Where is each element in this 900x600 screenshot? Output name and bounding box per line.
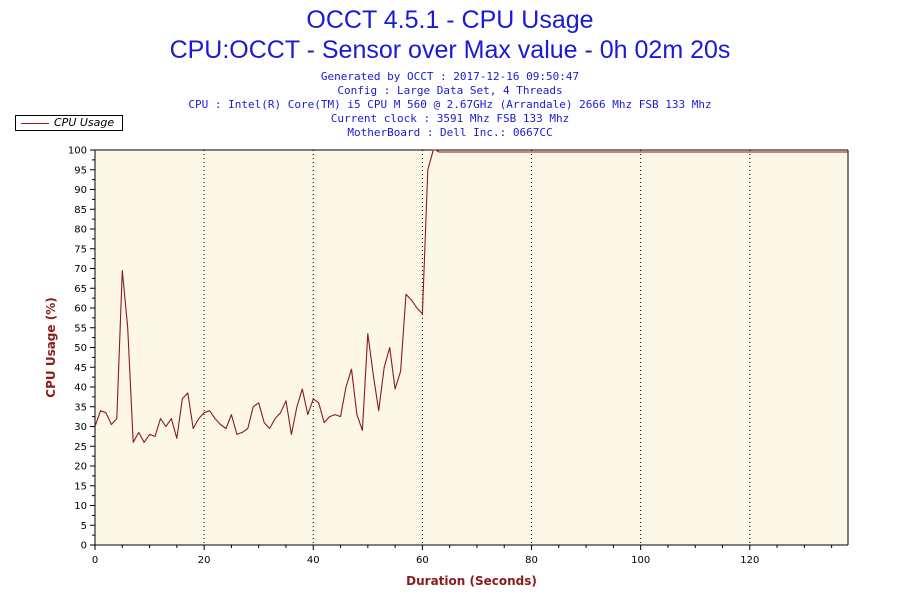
y-tick-label: 0 (81, 541, 87, 552)
x-tick-label: 80 (525, 555, 538, 566)
legend-label: CPU Usage (54, 116, 115, 129)
chart-legend: CPU Usage (15, 115, 123, 131)
x-tick-label: 100 (631, 555, 650, 566)
y-tick-label: 15 (74, 481, 87, 492)
y-tick-label: 50 (74, 343, 87, 354)
info-current-clock: Current clock : 3591 Mhz FSB 133 Mhz (330, 112, 570, 125)
chart-title: OCCT 4.5.1 - CPU Usage (306, 6, 594, 34)
x-tick-label: 60 (416, 555, 429, 566)
legend-swatch (21, 123, 49, 124)
y-tick-label: 30 (74, 422, 87, 433)
y-tick-label: 90 (74, 185, 87, 196)
plot-area (95, 150, 848, 545)
y-tick-label: 85 (74, 205, 87, 216)
y-tick-label: 45 (74, 363, 87, 374)
y-tick-label: 65 (74, 284, 87, 295)
info-cpu: CPU : Intel(R) Core(TM) i5 CPU M 560 @ 2… (188, 98, 712, 111)
y-tick-label: 5 (81, 521, 87, 532)
y-tick-label: 95 (74, 165, 87, 176)
chart-subtitle: CPU:OCCT - Sensor over Max value - 0h 02… (169, 36, 731, 64)
y-tick-label: 20 (74, 462, 87, 473)
x-tick-label: 0 (92, 555, 98, 566)
x-tick-label: 120 (740, 555, 759, 566)
info-generated: Generated by OCCT : 2017-12-16 09:50:47 (320, 70, 580, 83)
y-tick-label: 40 (74, 383, 87, 394)
y-tick-label: 70 (74, 264, 87, 275)
y-axis-label: CPU Usage (%) (44, 297, 58, 397)
y-tick-label: 35 (74, 402, 87, 413)
y-tick-label: 75 (74, 244, 87, 255)
x-tick-label: 40 (307, 555, 320, 566)
y-tick-label: 25 (74, 442, 87, 453)
x-tick-label: 20 (198, 555, 211, 566)
y-tick-label: 60 (74, 304, 87, 315)
cpu-usage-series-line (94, 149, 848, 443)
y-tick-label: 80 (74, 225, 87, 236)
info-config: Config : Large Data Set, 4 Threads (337, 84, 563, 97)
x-axis-label: Duration (Seconds) (406, 574, 537, 588)
y-tick-label: 55 (74, 323, 87, 334)
y-tick-label: 10 (74, 501, 87, 512)
info-motherboard: MotherBoard : Dell Inc.: 0667CC (347, 126, 553, 139)
y-tick-label: 100 (68, 146, 87, 157)
